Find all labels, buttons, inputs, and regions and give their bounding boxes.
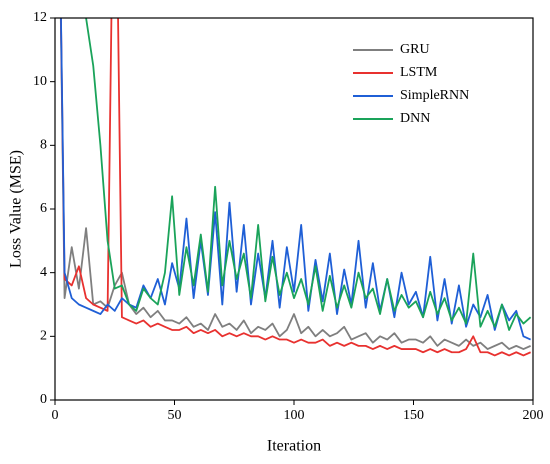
- x-axis-title: Iteration: [267, 438, 321, 455]
- x-tick-label: 50: [168, 408, 182, 423]
- x-tick-label: 150: [403, 408, 424, 423]
- legend-label: GRU: [400, 42, 430, 57]
- y-axis-title: Loss Value (MSE): [8, 150, 25, 268]
- x-tick-label: 0: [52, 408, 59, 423]
- y-tick-label: 0: [40, 392, 47, 407]
- x-tick-label: 200: [523, 408, 544, 423]
- series-line: [60, 18, 531, 341]
- plot-lines: [59, 18, 532, 357]
- y-tick-label: 10: [33, 74, 47, 89]
- legend-label: DNN: [400, 111, 430, 126]
- x-tick-label: 100: [284, 408, 305, 423]
- y-tick-label: 8: [40, 138, 47, 153]
- series-line: [59, 18, 531, 350]
- y-tick-label: 4: [40, 265, 47, 280]
- y-tick-label: 12: [33, 10, 47, 25]
- series-line: [60, 18, 531, 357]
- y-tick-label: 2: [40, 329, 47, 344]
- legend-label: SimpleRNN: [400, 88, 469, 103]
- y-tick-label: 6: [40, 201, 47, 216]
- legend-label: LSTM: [400, 65, 438, 80]
- series-line: [85, 18, 532, 331]
